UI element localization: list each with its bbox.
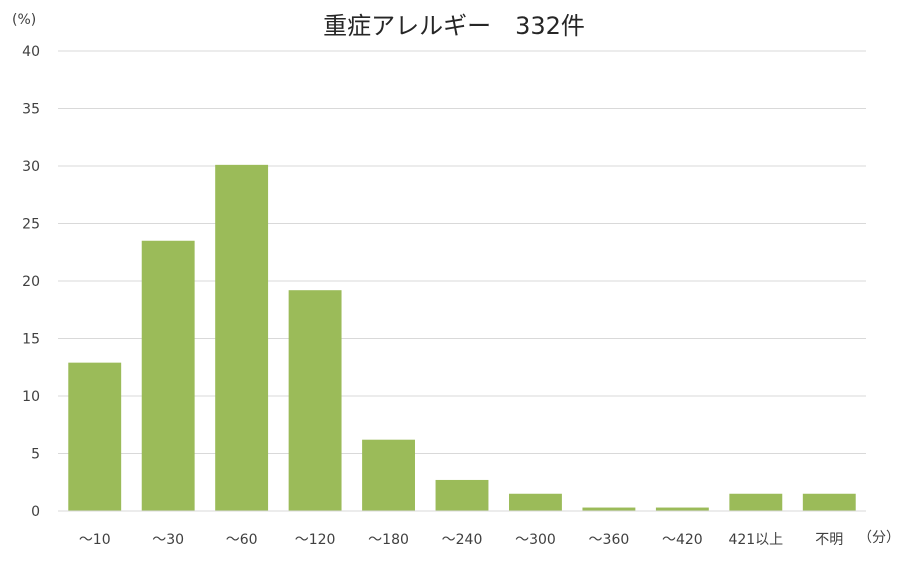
bar	[141, 240, 195, 511]
chart-title: 重症アレルギー 332件	[323, 12, 585, 40]
bar	[215, 164, 269, 511]
x-tick-label: 421以上	[728, 532, 783, 548]
bar	[288, 290, 342, 511]
y-tick-label: 40	[22, 44, 40, 60]
bar	[435, 479, 489, 511]
x-tick-label: ～420	[662, 532, 703, 548]
bar	[802, 493, 856, 511]
bar	[509, 493, 562, 511]
x-tick-label: ～180	[368, 532, 409, 548]
y-tick-label: 0	[31, 504, 40, 520]
x-tick-label: ～120	[295, 532, 336, 548]
y-tick-label: 25	[22, 217, 40, 233]
bar	[655, 507, 709, 511]
bar	[582, 507, 636, 511]
x-tick-label: ～240	[442, 532, 483, 548]
bar	[729, 493, 783, 511]
y-tick-label: 35	[22, 102, 40, 118]
x-tick-label: ～300	[515, 532, 556, 548]
y-axis-unit-label: (%)	[12, 12, 37, 28]
x-tick-label: ～10	[79, 532, 111, 548]
y-tick-label: 10	[22, 389, 40, 405]
x-axis-unit-label: （分）	[858, 530, 900, 546]
y-tick-label: 15	[22, 332, 40, 348]
x-tick-label: ～60	[226, 532, 258, 548]
bar	[362, 439, 415, 511]
y-tick-label: 30	[22, 159, 40, 175]
x-tick-label: ～360	[589, 532, 630, 548]
y-tick-label: 20	[22, 274, 40, 290]
bar	[68, 362, 122, 511]
x-tick-label: ～30	[152, 532, 184, 548]
y-tick-label: 5	[31, 447, 40, 463]
x-tick-label: 不明	[815, 532, 843, 548]
